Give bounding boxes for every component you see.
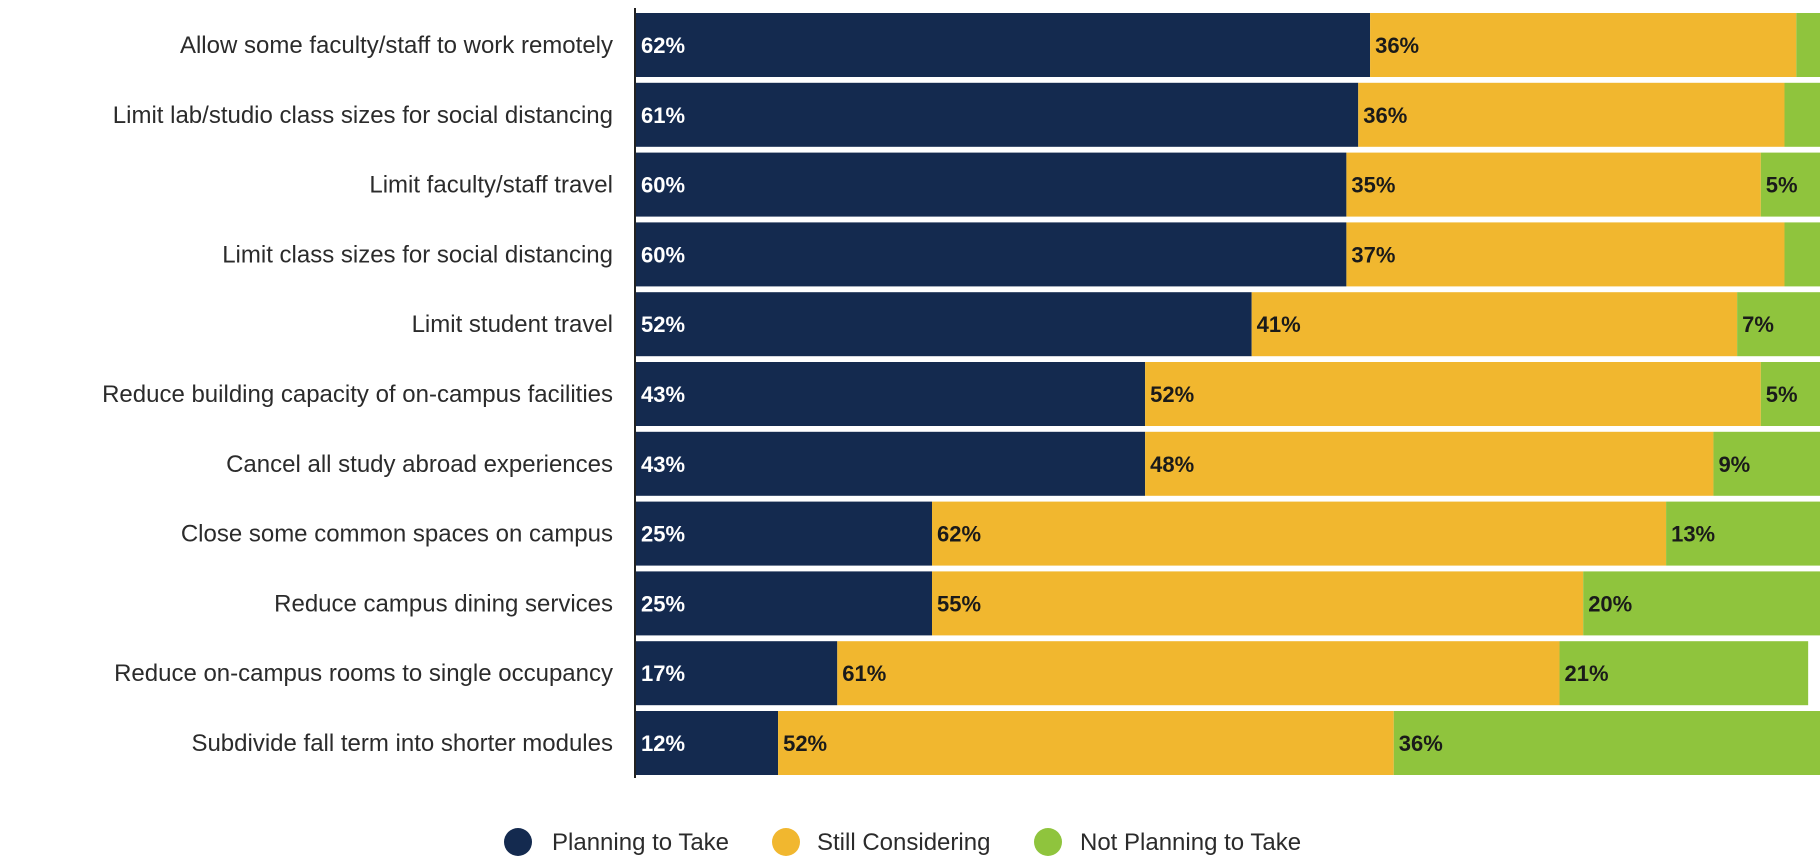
category-label: Cancel all study abroad experiences	[226, 451, 613, 478]
data-label: 25%	[641, 591, 685, 616]
data-label: 61%	[641, 103, 685, 128]
data-label: 55%	[937, 591, 981, 616]
category-label: Limit class sizes for social distancing	[222, 241, 613, 268]
data-label: 60%	[641, 242, 685, 267]
bar-segment	[1796, 13, 1820, 77]
bar-segment	[1251, 292, 1738, 357]
bar-segment	[636, 362, 1146, 426]
data-label: 62%	[937, 522, 981, 547]
legend-label: Planning to Take	[552, 829, 729, 856]
bar-segment	[1559, 641, 1809, 706]
bar-segment	[1760, 152, 1820, 217]
bar-segment	[778, 711, 1394, 775]
data-labels-layer: 62% 36% 61% 36% 60% 35% 5% 60% 37% 52% 41% 7% 43% 52%…	[641, 33, 1798, 756]
data-label: 25%	[641, 522, 685, 547]
bar-segment	[1713, 431, 1820, 496]
bar-segment	[1145, 431, 1714, 496]
bars-layer	[636, 13, 1820, 775]
bar-segment	[636, 571, 932, 636]
bar-segment	[837, 641, 1560, 706]
bar-segment	[1346, 222, 1785, 287]
bar-segment	[932, 501, 1667, 566]
data-label: 43%	[641, 452, 685, 477]
bar-segment	[1784, 222, 1820, 287]
bar-segment	[636, 82, 1359, 147]
data-label: 12%	[641, 731, 685, 756]
data-label: 9%	[1718, 452, 1750, 477]
data-label: 48%	[1150, 452, 1194, 477]
data-label: 35%	[1351, 173, 1395, 198]
category-label: Reduce campus dining services	[274, 590, 613, 617]
bar-segment	[636, 431, 1146, 496]
category-label: Reduce on-campus rooms to single occupan…	[114, 660, 613, 687]
bar-segment	[1583, 571, 1820, 636]
data-label: 36%	[1399, 731, 1443, 756]
data-label: 36%	[1375, 33, 1419, 58]
legend-label: Not Planning to Take	[1080, 829, 1301, 856]
category-label: Limit lab/studio class sizes for social …	[113, 102, 613, 129]
bar-segment	[1393, 711, 1820, 775]
category-label: Reduce building capacity of on-campus fa…	[102, 381, 613, 408]
data-label: 62%	[641, 33, 685, 58]
data-label: 61%	[842, 661, 886, 686]
bar-segment	[1760, 362, 1820, 426]
bar-segment	[636, 292, 1252, 357]
data-label: 52%	[783, 731, 827, 756]
bar-segment	[1784, 82, 1820, 147]
data-label: 41%	[1257, 312, 1301, 337]
data-label: 37%	[1351, 242, 1395, 267]
category-label: Subdivide fall term into shorter modules	[191, 730, 613, 757]
data-label: 5%	[1766, 382, 1798, 407]
bar-segment	[636, 13, 1371, 77]
bar-segment	[1666, 501, 1820, 566]
bar-segment	[636, 641, 838, 706]
data-label: 7%	[1742, 312, 1774, 337]
category-label: Allow some faculty/staff to work remotel…	[180, 32, 613, 59]
data-label: 20%	[1588, 591, 1632, 616]
data-label: 36%	[1363, 103, 1407, 128]
legend-swatch	[1034, 828, 1062, 856]
data-label: 43%	[641, 382, 685, 407]
category-label: Close some common spaces on campus	[181, 521, 613, 548]
bar-segment	[1145, 362, 1761, 426]
legend: Planning to Take Still Considering Not Pla…	[504, 828, 1301, 856]
bar-segment	[636, 222, 1347, 287]
bar-segment	[932, 571, 1584, 636]
data-label: 60%	[641, 173, 685, 198]
legend-swatch	[772, 828, 800, 856]
bar-segment	[636, 152, 1347, 217]
category-label: Limit student travel	[412, 311, 613, 338]
category-labels-layer: Allow some faculty/staff to work remotel…	[102, 32, 613, 757]
bar-segment	[1370, 13, 1797, 77]
data-label: 13%	[1671, 522, 1715, 547]
legend-label: Still Considering	[817, 829, 990, 856]
data-label: 21%	[1565, 661, 1609, 686]
bar-segment	[1358, 82, 1785, 147]
data-label: 17%	[641, 661, 685, 686]
bar-segment	[636, 501, 932, 566]
legend-swatch	[504, 828, 532, 856]
data-label: 52%	[641, 312, 685, 337]
bar-segment	[1737, 292, 1820, 357]
data-label: 5%	[1766, 173, 1798, 198]
bar-segment	[1346, 152, 1761, 217]
category-label: Limit faculty/staff travel	[369, 172, 613, 199]
data-label: 52%	[1150, 382, 1194, 407]
bar-segment	[636, 711, 779, 775]
